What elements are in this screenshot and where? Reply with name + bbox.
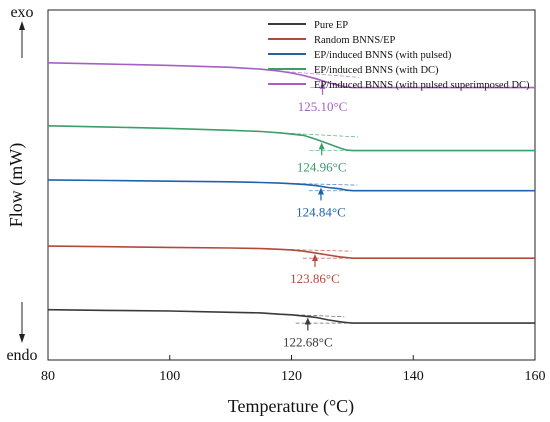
legend-label: Pure EP — [314, 20, 348, 31]
x-tick-label: 80 — [41, 369, 55, 384]
plot-frame — [47, 9, 536, 361]
tg-annotations: 122.68°C 123.86°C 124.84°C 124.96°C 125.10°C — [271, 71, 420, 350]
tg-arrowhead-icon — [318, 142, 325, 150]
legend: Pure EP Random BNNS/EP EP/induced BNNS (wi… — [268, 20, 530, 91]
tg-arrowhead-icon — [319, 81, 326, 89]
x-tick-label: 100 — [159, 369, 180, 384]
tg-arrowhead-icon — [317, 187, 324, 195]
tg-label: 123.86°C — [290, 271, 340, 286]
baseline-before-line — [285, 132, 359, 138]
series-line — [47, 179, 535, 192]
legend-label: EP/induced BNNS (with pulsed) — [314, 50, 452, 61]
endo-arrowhead-icon — [19, 334, 25, 343]
legend-label: Random BNNS/EP — [314, 35, 396, 46]
tg-label: 124.96°C — [297, 159, 347, 174]
exo-arrowhead-icon — [19, 21, 25, 30]
endo-label: endo — [6, 347, 37, 364]
series-line — [47, 125, 535, 152]
tg-label: 124.84°C — [296, 204, 346, 219]
tg-label: 122.68°C — [283, 335, 333, 350]
legend-label: EP/induced BNNS (with DC) — [314, 65, 439, 76]
curves — [47, 62, 535, 324]
tg-arrowhead-icon — [304, 317, 311, 325]
series-line — [47, 308, 535, 324]
x-tick-label: 160 — [525, 369, 546, 384]
x-tick-label: 120 — [281, 369, 302, 384]
baseline-before-line — [271, 313, 345, 318]
x-tick-label: 140 — [403, 369, 424, 384]
baseline-before-line — [284, 182, 358, 186]
x-ticks: 80 100 120 140 160 — [41, 355, 546, 384]
x-axis-label: Temperature (°C) — [228, 396, 354, 417]
y-axis-label: Flow (mW) — [6, 143, 27, 228]
exo-label: exo — [10, 4, 33, 21]
series-line — [47, 62, 535, 89]
baseline-before-line — [285, 71, 360, 78]
tg-arrowhead-icon — [311, 253, 318, 261]
legend-label: EP/induced BNNS (with pulsed superimpose… — [314, 80, 530, 91]
baseline-before-line — [278, 248, 352, 252]
tg-label: 125.10°C — [298, 99, 348, 114]
series-line — [47, 245, 535, 259]
